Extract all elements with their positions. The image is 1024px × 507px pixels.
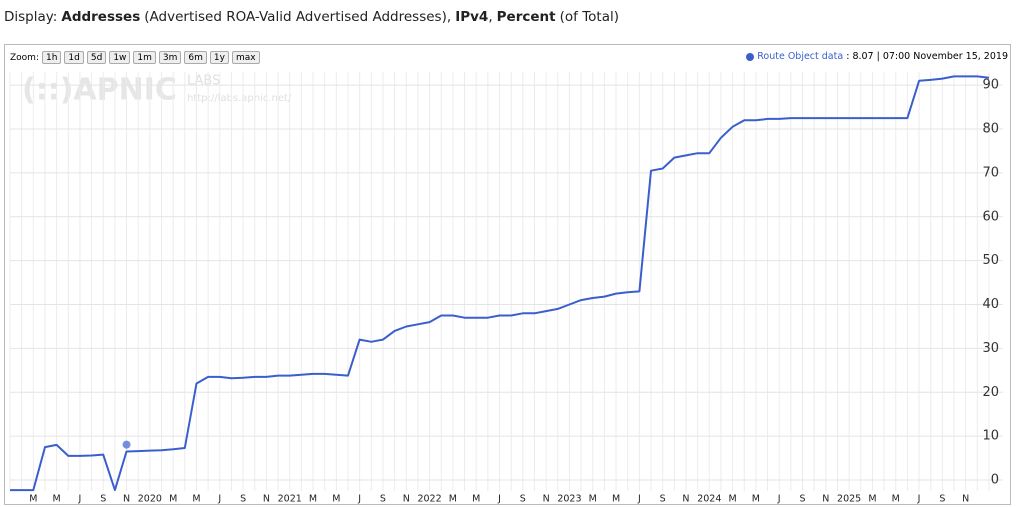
x-tick-label: M [868, 494, 876, 505]
x-tick-label: J [777, 494, 781, 505]
header-part: , [488, 9, 492, 25]
header-text: Addresses [61, 9, 141, 25]
watermark-url: http://labs.apnic.net/ [187, 93, 292, 104]
header-part: (Advertised ROA-Valid Advertised Address… [144, 9, 451, 25]
x-tick-label: 2022 [417, 494, 441, 505]
x-tick-label: J [497, 494, 501, 505]
x-tick-label: N [822, 494, 829, 505]
x-tick-label: M [472, 494, 480, 505]
header-text: IPv4 [455, 9, 489, 25]
display-header: Display: Addresses (Advertised ROA-Valid A… [4, 9, 619, 25]
x-tick-label: M [192, 494, 200, 505]
readout-time: 07:00 November 15, 2019 [874, 51, 1008, 62]
x-tick-label: M [29, 494, 37, 505]
header-part: Display: [4, 9, 57, 25]
hover-marker [122, 440, 131, 449]
zoom-button[interactable]: 1h [41, 51, 62, 64]
header-text: , [488, 9, 493, 25]
x-tick-label: S [800, 494, 806, 505]
y-tick-label: 50 [982, 253, 999, 268]
x-tick-label: J [217, 494, 221, 505]
zoom-button[interactable]: 1m [133, 51, 156, 64]
x-tick-label: M [589, 494, 597, 505]
x-tick-label: M [449, 494, 457, 505]
header-part: (of Total) [560, 9, 619, 25]
header-part: Percent [497, 9, 556, 25]
y-tick-label: 90 [982, 78, 999, 93]
x-tick-label: N [682, 494, 689, 505]
data-line [10, 75, 990, 492]
x-tick-label: J [917, 494, 921, 505]
x-tick-label: M [332, 494, 340, 505]
zoom-toolbar: Zoom: 1h 1d 5d 1w 1m 3m 6m 1y max [10, 51, 260, 64]
x-tick-label: M [309, 494, 317, 505]
header-text: (Advertised ROA-Valid Advertised Address… [144, 9, 452, 25]
y-tick-label: 70 [982, 165, 999, 180]
watermark-labs: LABS [187, 74, 220, 89]
watermark-logo: (::)APNIC [22, 73, 177, 108]
x-tick-label: J [357, 494, 361, 505]
y-tick-label: 10 [982, 429, 999, 444]
header-text: Percent [496, 9, 556, 25]
x-tick-label: M [892, 494, 900, 505]
zoom-button[interactable]: max [231, 51, 260, 64]
x-tick-label: M [169, 494, 177, 505]
x-tick-label: 2023 [557, 494, 581, 505]
x-tick-label: N [123, 494, 130, 505]
y-tick-label: 20 [982, 385, 999, 400]
hover-readout: Route Object data 8.07 07:00 November 15… [746, 51, 1008, 62]
y-tick-label: 30 [982, 341, 999, 356]
x-tick-label: N [962, 494, 969, 505]
x-tick-label: J [78, 494, 82, 505]
y-tick-label: 60 [982, 209, 999, 224]
x-tick-label: 2025 [837, 494, 861, 505]
zoom-button[interactable]: 1y [209, 51, 229, 64]
x-tick-label: S [380, 494, 386, 505]
x-tick-label: S [660, 494, 666, 505]
x-tick-label: J [637, 494, 641, 505]
header-part: IPv4 [455, 9, 488, 25]
x-tick-label: S [240, 494, 246, 505]
zoom-button[interactable]: 1w [109, 51, 131, 64]
x-tick-label: M [612, 494, 620, 505]
zoom-button[interactable]: 6m [184, 51, 207, 64]
legend-label: Route Object data [757, 51, 844, 62]
x-tick-label: N [543, 494, 550, 505]
chart-frame [4, 44, 1011, 505]
zoom-button[interactable]: 3m [158, 51, 182, 64]
x-tick-label: S [100, 494, 106, 505]
x-tick-label: S [520, 494, 526, 505]
header-text: (of Total) [559, 9, 620, 25]
readout-value: 8.07 [843, 51, 873, 62]
zoom-label: Zoom: [10, 52, 39, 63]
x-tick-label: S [939, 494, 945, 505]
y-tick-label: 0 [991, 473, 999, 488]
x-tick-label: M [53, 494, 61, 505]
x-tick-label: M [728, 494, 736, 505]
x-tick-label: 2024 [697, 494, 721, 505]
header-part: Addresses [61, 9, 140, 25]
x-tick-label: 2020 [138, 494, 162, 505]
header-text: Display: [4, 9, 58, 25]
x-tick-label: 2021 [278, 494, 302, 505]
x-tick-label: M [752, 494, 760, 505]
y-tick-label: 40 [982, 297, 999, 312]
x-tick-label: N [403, 494, 410, 505]
y-tick-label: 80 [982, 122, 999, 137]
legend-dot [746, 52, 755, 61]
x-tick-label: N [263, 494, 270, 505]
zoom-button[interactable]: 1d [64, 51, 84, 64]
zoom-button[interactable]: 5d [86, 51, 107, 64]
